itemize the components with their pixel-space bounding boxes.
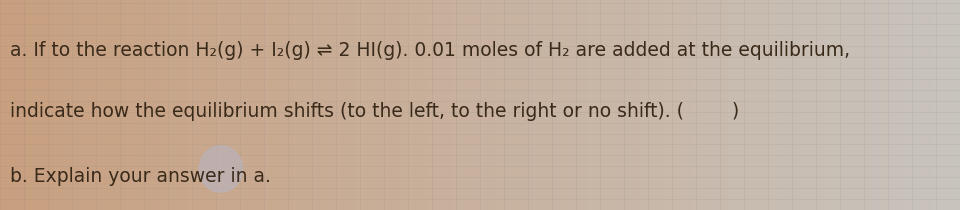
Text: a. If to the reaction H₂(g) + I₂(g) ⇌ 2 HI(g). 0.01 moles of H₂ are added at the: a. If to the reaction H₂(g) + I₂(g) ⇌ 2 …	[10, 41, 850, 60]
Text: indicate how the equilibrium shifts (to the left, to the right or no shift). (  : indicate how the equilibrium shifts (to …	[10, 102, 739, 121]
Ellipse shape	[200, 146, 242, 192]
Text: b. Explain your answer in a.: b. Explain your answer in a.	[10, 167, 271, 186]
